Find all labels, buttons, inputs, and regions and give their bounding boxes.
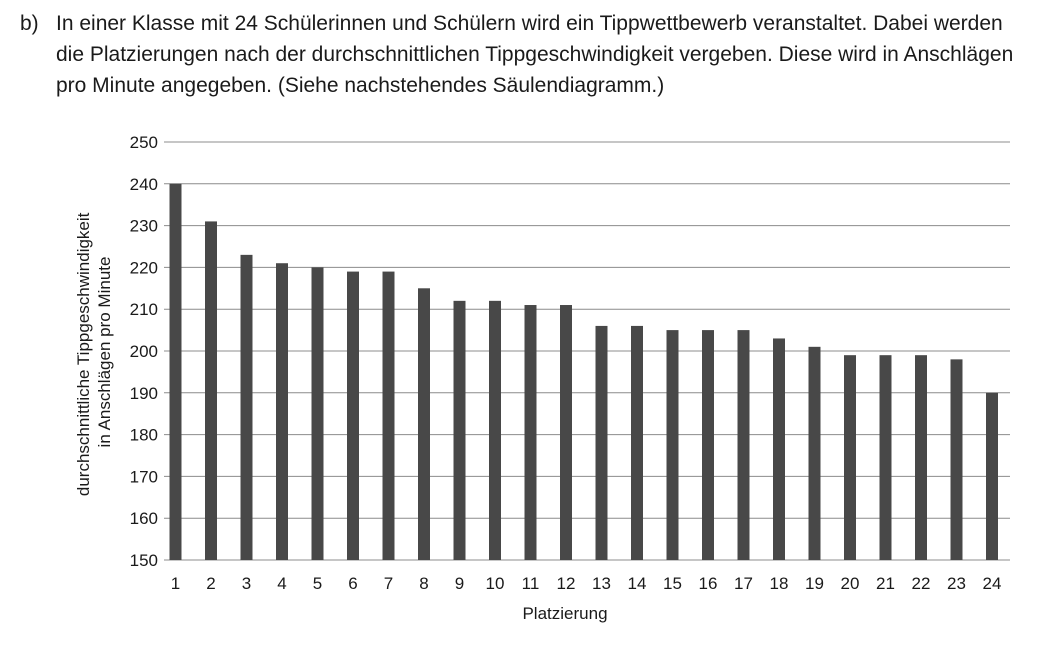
bar-14 <box>631 325 643 560</box>
bar-7 <box>382 271 395 560</box>
x-tick-label: 10 <box>486 574 505 593</box>
x-tick-label: 14 <box>628 574 647 593</box>
y-tick-label: 230 <box>130 217 158 236</box>
task-block: b) In einer Klasse mit 24 Schülerinnen u… <box>20 8 1020 101</box>
x-tick-label: 2 <box>206 574 215 593</box>
bar-9 <box>453 300 466 560</box>
grid-lines <box>164 141 1010 561</box>
x-tick-labels: 1 2 3 4 5 6 7 8 9 10 11 12 13 14 15 16 17 18 19 20 21 22 23 24 <box>171 574 1002 593</box>
bar-22 <box>915 355 927 560</box>
x-tick-label: 4 <box>277 574 286 593</box>
bar-3 <box>240 254 253 561</box>
x-tick-label: 20 <box>841 574 860 593</box>
bar-24 <box>986 392 998 560</box>
bar-11 <box>524 305 537 560</box>
bar-13 <box>595 325 608 560</box>
y-axis-label-line-2: in Anschlägen pro Minute <box>95 257 114 448</box>
bar-21 <box>879 355 892 560</box>
x-tick-label: 18 <box>770 574 789 593</box>
y-tick-label: 240 <box>130 175 158 194</box>
bar-19 <box>808 346 821 560</box>
y-tick-label: 170 <box>130 467 158 486</box>
y-tick-label: 210 <box>130 300 158 319</box>
x-tick-label: 21 <box>876 574 895 593</box>
x-tick-label: 12 <box>557 574 576 593</box>
y-tick-label: 160 <box>130 509 158 528</box>
bar-17 <box>737 330 750 560</box>
bars <box>169 183 998 561</box>
x-tick-label: 11 <box>522 574 540 593</box>
bar-12 <box>560 305 572 560</box>
x-tick-label: 7 <box>384 574 393 593</box>
y-tick-label: 190 <box>130 384 158 403</box>
x-tick-label: 17 <box>734 574 753 593</box>
x-tick-label: 1 <box>171 574 180 593</box>
x-tick-label: 24 <box>983 574 1002 593</box>
x-tick-label: 6 <box>348 574 357 593</box>
x-tick-label: 22 <box>912 574 931 593</box>
y-tick-label: 200 <box>130 342 158 361</box>
bar-15 <box>666 330 679 560</box>
bar-4 <box>276 263 288 560</box>
bar-20 <box>844 355 856 560</box>
x-tick-label: 15 <box>663 574 682 593</box>
bar-10 <box>489 300 501 560</box>
x-tick-label: 8 <box>419 574 428 593</box>
y-tick-label: 150 <box>130 551 158 570</box>
x-tick-label: 9 <box>455 574 464 593</box>
bar-16 <box>702 330 714 560</box>
y-tick-label: 180 <box>130 426 158 445</box>
y-tick-label: 220 <box>130 258 158 277</box>
x-tick-label: 13 <box>592 574 611 593</box>
x-tick-label: 19 <box>805 574 824 593</box>
task-letter: b) <box>20 12 39 35</box>
bar-6 <box>347 271 359 560</box>
x-tick-label: 5 <box>313 574 322 593</box>
x-tick-label: 3 <box>242 574 251 593</box>
x-tick-label: 16 <box>699 574 718 593</box>
bar-18 <box>773 338 785 560</box>
bar-1 <box>169 183 182 561</box>
bar-2 <box>205 221 217 561</box>
bar-23 <box>950 359 963 560</box>
y-tick-labels: 150 160 170 180 190 200 210 220 230 240 250 <box>130 133 158 570</box>
y-axis-label-line-1: durchschnittliche Tippgeschwindigkeit <box>74 212 93 496</box>
x-tick-label: 23 <box>947 574 966 593</box>
bar-5 <box>311 267 324 560</box>
bar-8 <box>418 288 430 560</box>
y-tick-label: 250 <box>130 133 158 152</box>
x-axis-label: Platzierung <box>522 604 607 623</box>
y-axis-label: durchschnittliche Tippgeschwindigkeit in… <box>74 208 114 496</box>
task-text: In einer Klasse mit 24 Schülerinnen und … <box>56 12 1014 97</box>
